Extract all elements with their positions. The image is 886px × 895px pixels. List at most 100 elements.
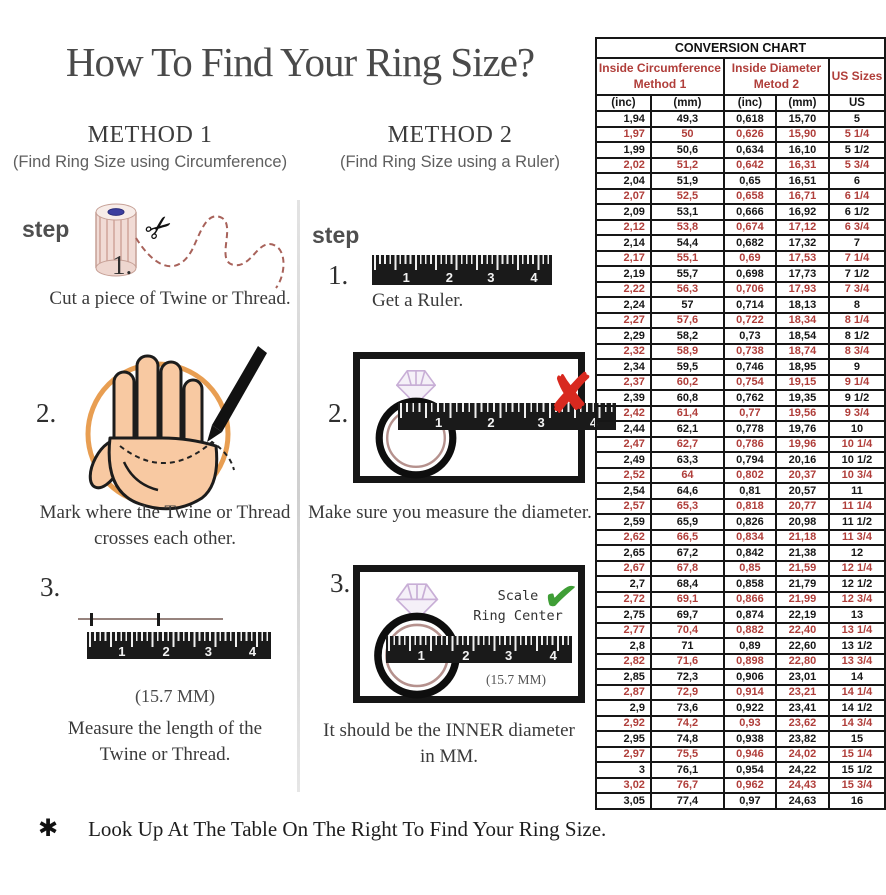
table-cell: 1,94 xyxy=(594,110,652,128)
table-cell: 2,77 xyxy=(594,621,652,639)
table-cell: 16,31 xyxy=(774,156,830,174)
hand-icon xyxy=(88,354,219,511)
table-cell: 64,6 xyxy=(649,482,725,500)
ruler-number: 3 xyxy=(487,270,495,285)
twine-on-hand-icon xyxy=(119,440,235,471)
table-cell: 2,39 xyxy=(594,389,652,407)
table-cell: 0,642 xyxy=(722,156,777,174)
table-cell: 0,634 xyxy=(722,141,777,159)
table-cell: 21,59 xyxy=(774,559,830,577)
ruler-image: 1 2 3 4 xyxy=(398,403,616,430)
table-cell: 20,37 xyxy=(774,466,830,484)
table-row: 3,05 77,4 0,97 24,63 16 xyxy=(594,792,886,810)
table-row: 2,32 58,9 0,738 18,74 8 3/4 xyxy=(594,342,886,360)
ruler-image: 1 2 3 4 xyxy=(386,636,572,663)
table-cell: 17,32 xyxy=(774,234,830,252)
table-cell: 2,62 xyxy=(594,528,652,546)
table-cell: 15,90 xyxy=(774,125,830,143)
table-cell: 0,778 xyxy=(722,420,777,438)
footer-note: ✱ Look Up At The Table On The Right To F… xyxy=(38,814,606,842)
table-row: 2,27 57,6 0,722 18,34 8 1/4 xyxy=(594,311,886,329)
table-row: 2,82 71,6 0,898 22,80 13 3/4 xyxy=(594,652,886,670)
table-cell: 2,42 xyxy=(594,404,652,422)
table-cell: 13 xyxy=(827,606,886,624)
table-cell: 15 xyxy=(827,730,886,748)
table-cell: 14 1/2 xyxy=(827,699,886,717)
table-cell: 2,47 xyxy=(594,435,652,453)
method1-subheading: (Find Ring Size using Circumference) xyxy=(12,153,288,171)
table-cell: 8 1/2 xyxy=(827,327,886,345)
table-cell: 3 xyxy=(594,761,652,779)
sub-header: (inc) xyxy=(594,94,652,112)
table-cell: 9 xyxy=(827,358,886,376)
table-cell: 12 3/4 xyxy=(827,590,886,608)
table-cell: 55,1 xyxy=(649,249,725,267)
ruler-number: 1 xyxy=(118,644,126,659)
table-cell: 11 3/4 xyxy=(827,528,886,546)
table-cell: 17,12 xyxy=(774,218,830,236)
table-cell: 70,4 xyxy=(649,621,725,639)
table-row: 2,02 51,2 0,642 16,31 5 3/4 xyxy=(594,156,886,174)
table-cell: 0,874 xyxy=(722,606,777,624)
table-row: 2,57 65,3 0,818 20,77 11 1/4 xyxy=(594,497,886,515)
table-cell: 0,746 xyxy=(722,358,777,376)
table-cell: 16,92 xyxy=(774,203,830,221)
table-cell: 58,9 xyxy=(649,342,725,360)
ruler-image: 1 2 3 4 xyxy=(372,255,552,285)
table-cell: 0,858 xyxy=(722,575,777,593)
table-cell: 62,1 xyxy=(649,420,725,438)
table-cell: 7 xyxy=(827,234,886,252)
table-cell: 0,882 xyxy=(722,621,777,639)
table-cell: 22,80 xyxy=(774,652,830,670)
table-cell: 2,37 xyxy=(594,373,652,391)
table-row: 2,44 62,1 0,778 19,76 10 xyxy=(594,420,886,438)
table-cell: 5 3/4 xyxy=(827,156,886,174)
table-row: 2,7 68,4 0,858 21,79 12 1/2 xyxy=(594,575,886,593)
table-cell: 12 1/4 xyxy=(827,559,886,577)
table-cell: 2,59 xyxy=(594,513,652,531)
method1-step1-caption: Cut a piece of Twine or Thread. xyxy=(49,288,291,309)
table-cell: 65,3 xyxy=(649,497,725,515)
table-cell: 15 1/2 xyxy=(827,761,886,779)
table-cell: 2,27 xyxy=(594,311,652,329)
table-cell: 2,7 xyxy=(594,575,652,593)
table-cell: 11 xyxy=(827,482,886,500)
method2-step-word: step xyxy=(312,222,360,248)
ruler-number: 1 xyxy=(417,648,425,663)
table-cell: 76,7 xyxy=(649,776,725,794)
table-cell: 2,87 xyxy=(594,683,652,701)
table-cell: 23,01 xyxy=(774,668,830,686)
table-row: 2,65 67,2 0,842 21,38 12 xyxy=(594,544,886,562)
table-cell: 0,802 xyxy=(722,466,777,484)
table-row: 2,47 62,7 0,786 19,96 10 1/4 xyxy=(594,435,886,453)
ruler-number: 1 xyxy=(402,270,410,285)
table-cell: 0,69 xyxy=(722,249,777,267)
thread-tick xyxy=(157,613,160,626)
table-cell: 67,2 xyxy=(649,544,725,562)
table-cell: 64 xyxy=(649,466,725,484)
method1-step2-caption: Mark where the Twine or Thread crosses e… xyxy=(39,502,291,549)
table-cell: 60,8 xyxy=(649,389,725,407)
table-cell: 0,954 xyxy=(722,761,777,779)
table-cell: 74,8 xyxy=(649,730,725,748)
table-cell: 50,6 xyxy=(649,141,725,159)
sub-header: US xyxy=(827,94,886,112)
table-cell: 14 1/4 xyxy=(827,683,886,701)
table-row: 2,34 59,5 0,746 18,95 9 xyxy=(594,358,886,376)
method2-subheading: (Find Ring Size using a Ruler) xyxy=(339,153,561,171)
table-cell: 6 1/2 xyxy=(827,203,886,221)
table-cell: 2,85 xyxy=(594,668,652,686)
method2-heading: METHOD 2 xyxy=(387,122,513,148)
thread-tick xyxy=(90,613,93,626)
thread-length-line xyxy=(78,613,223,626)
table-cell: 71,6 xyxy=(649,652,725,670)
table-cell: 0,866 xyxy=(722,590,777,608)
table-cell: 22,60 xyxy=(774,637,830,655)
table-cell: 24,63 xyxy=(774,792,830,810)
table-cell: 53,1 xyxy=(649,203,725,221)
table-cell: 6 3/4 xyxy=(827,218,886,236)
method2-step3-caption: It should be the INNER diameter in MM. xyxy=(323,720,575,767)
table-cell: 2,95 xyxy=(594,730,652,748)
table-cell: 60,2 xyxy=(649,373,725,391)
table-cell: 24,22 xyxy=(774,761,830,779)
